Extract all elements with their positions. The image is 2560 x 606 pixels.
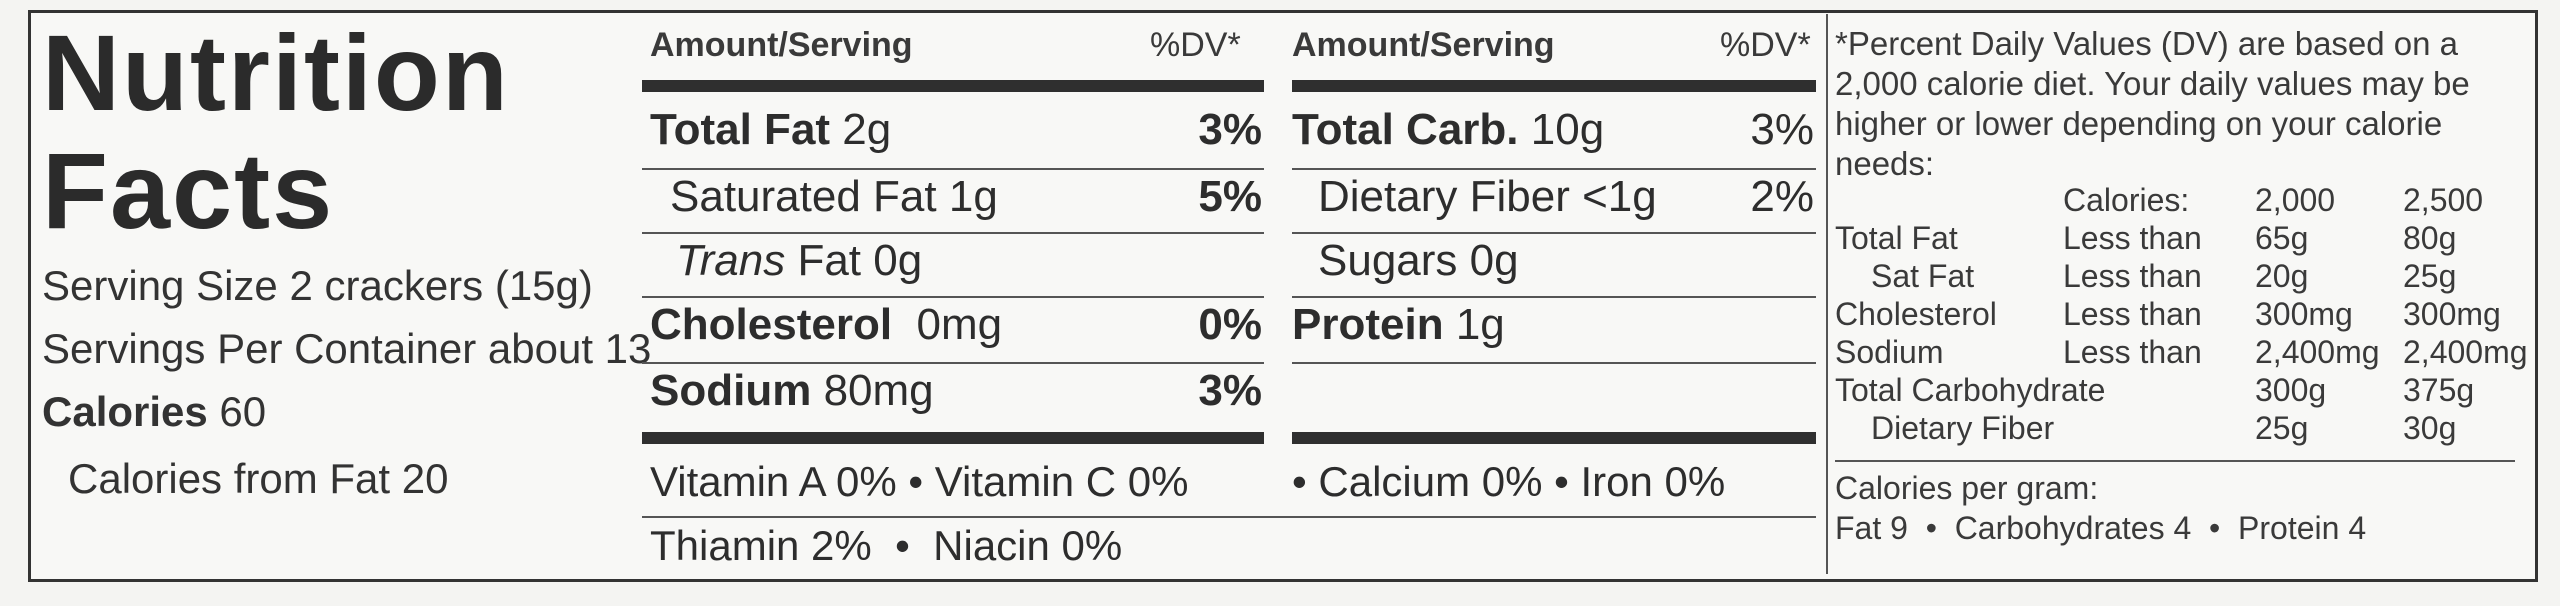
dv-total-carb: 3% — [1750, 105, 1814, 154]
divider — [1835, 460, 2515, 462]
divider — [642, 296, 1264, 298]
dv-sodium: 3% — [1198, 366, 1262, 415]
nutrition-facts-title: Nutrition Facts — [42, 14, 510, 250]
fn-row-label: Cholesterol — [1835, 296, 1997, 332]
title-line-1: Nutrition — [42, 12, 510, 133]
nutrient-row-dietary-fiber: Dietary Fiber <1g — [1318, 172, 1657, 221]
divider — [642, 362, 1264, 364]
nutrient-row-saturated-fat: Saturated Fat 1g — [670, 172, 998, 221]
fn-row-label: Sat Fat — [1871, 258, 1975, 294]
fn-row-label: Dietary Fiber — [1871, 410, 2055, 446]
divider — [1292, 296, 1816, 298]
nutrient-row-protein: Protein 1g — [1292, 300, 1505, 349]
divider — [642, 516, 1816, 518]
dv-footnote: *Percent Daily Values (DV) are based on … — [1835, 25, 2470, 182]
vitamins-line-1: Vitamin A 0% • Vitamin C 0% — [650, 458, 1189, 505]
nutrient-row-total-carb: Total Carb. 10g — [1292, 105, 1605, 154]
vitamins-line-2: Thiamin 2% • Niacin 0% — [650, 522, 1123, 569]
fn-row-label: Total Fat — [1835, 220, 1958, 256]
col1-dv-header: %DV* — [1150, 26, 1241, 64]
fn-row-label: Total Carbohydrate — [1835, 372, 2106, 408]
dv-dietary-fiber: 2% — [1750, 172, 1814, 221]
col2-vitamin-bar — [1292, 432, 1816, 444]
divider — [1292, 362, 1816, 364]
title-line-2: Facts — [42, 130, 335, 251]
col2-dv-header: %DV* — [1720, 26, 1811, 64]
nutrient-row-sugars: Sugars 0g — [1318, 236, 1519, 285]
nutrient-row-total-fat: Total Fat 2g — [650, 105, 892, 154]
calories-line: Calories 60 — [42, 388, 266, 436]
footnote-separator — [1826, 14, 1828, 574]
col1-vitamin-bar — [642, 432, 1264, 444]
calories-per-gram-values: Fat 9 • Carbohydrates 4 • Protein 4 — [1835, 510, 2367, 546]
calories-per-gram-label: Calories per gram: — [1835, 470, 2099, 506]
nutrient-row-trans-fat: Trans Fat 0g — [676, 236, 923, 285]
vitamins-line-1-right: • Calcium 0% • Iron 0% — [1292, 458, 1726, 505]
divider — [642, 168, 1264, 170]
nutrient-row-sodium: Sodium 80mg — [650, 366, 934, 415]
col2-top-bar — [1292, 80, 1816, 92]
nutrition-facts-panel — [28, 10, 2538, 582]
fn-row-label: Sodium — [1835, 334, 1944, 370]
calories-from-fat: Calories from Fat 20 — [68, 455, 449, 502]
dv-total-fat: 3% — [1198, 105, 1262, 154]
dv-reference-table: Calories: 2,000 2,500 Total Fat Less tha… — [1835, 182, 2528, 446]
dv-cholesterol: 0% — [1198, 300, 1262, 349]
col1-amount-header: Amount/Serving — [650, 26, 913, 64]
divider — [1292, 168, 1816, 170]
divider — [642, 232, 1264, 234]
col2-amount-header: Amount/Serving — [1292, 26, 1555, 64]
serving-size: Serving Size 2 crackers (15g) — [42, 262, 593, 309]
dv-saturated-fat: 5% — [1198, 172, 1262, 221]
servings-per-container: Servings Per Container about 13 — [42, 325, 652, 372]
calories-value: 60 — [219, 388, 267, 435]
divider — [1292, 232, 1816, 234]
calories-label: Calories — [42, 388, 208, 435]
nutrient-row-cholesterol: Cholesterol 0mg — [650, 300, 1003, 349]
col1-top-bar — [642, 80, 1264, 92]
